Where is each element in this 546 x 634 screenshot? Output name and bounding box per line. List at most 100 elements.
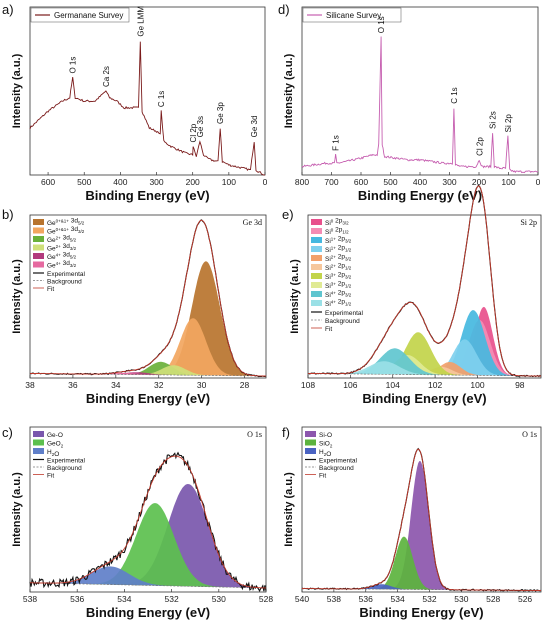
component-peak [308, 339, 541, 376]
x-tick-label: 400 [413, 177, 427, 187]
legend-swatch [311, 246, 322, 252]
panel-label: e) [282, 207, 294, 222]
x-tick-label: 106 [343, 380, 357, 390]
x-tick-label: 538 [23, 594, 37, 604]
x-tick-label: 300 [442, 177, 456, 187]
legend-entry: Si4+ 2p3/2 [325, 290, 352, 300]
x-tick-label: 536 [70, 594, 84, 604]
peak-label: Ge 3p [216, 102, 225, 124]
peak-label: F 1s [332, 135, 341, 151]
panel-title: Si 2p [520, 218, 537, 227]
peak-label: C 1s [157, 91, 166, 107]
x-tick-label: 108 [301, 380, 315, 390]
legend-swatch [33, 261, 44, 268]
legend-entry: Si2+ 2p1/2 [325, 263, 352, 273]
x-tick-label: 0 [263, 177, 268, 187]
plot-frame [29, 6, 266, 176]
plot-frame [301, 426, 542, 593]
background-line [30, 582, 266, 589]
plot-frame [29, 426, 267, 593]
legend-entry: Si3+ 2p1/2 [325, 281, 352, 291]
x-tick-label: 30 [197, 380, 207, 390]
panel-title: Ge 3d [243, 218, 262, 227]
panel-label: f) [282, 425, 290, 440]
fit-line [30, 455, 267, 589]
legend-swatch [305, 431, 316, 437]
legend-swatch [311, 237, 322, 243]
x-tick-label: 98 [515, 380, 525, 390]
panel-a: a) 600 500 400 300 200 100 0 Binding Energy (eV)… [2, 2, 268, 203]
legend-box [30, 7, 130, 23]
x-tick-label: 300 [149, 177, 163, 187]
legend-entry: Germanane Survey [54, 11, 123, 20]
legend-swatch [311, 219, 322, 225]
fit-line [302, 448, 541, 591]
legend-entry: Ge-O [47, 432, 63, 439]
peak-label: Ge LMM [136, 6, 145, 37]
legend-entry: Background [47, 279, 82, 286]
panel-label: b) [2, 207, 14, 222]
panel-e: e) 108 106 104 102 100 98 Binding Energy (eV) In… [282, 184, 542, 406]
legend-swatch [311, 300, 322, 306]
legend-swatch [311, 228, 322, 234]
legend-swatch [305, 439, 316, 446]
panel-title: O 1s [247, 430, 262, 439]
legend-swatch [33, 227, 44, 234]
panel-label: c) [2, 425, 13, 440]
component-peak [308, 310, 541, 376]
legend-swatch [33, 448, 44, 454]
legend-entry: Si-O [319, 432, 332, 439]
x-tick-label: 528 [486, 594, 500, 604]
x-axis-label: Binding Energy (eV) [86, 605, 210, 620]
legend-entry: Si3+ 2p3/2 [325, 272, 352, 282]
panel-title: O 1s [522, 430, 537, 439]
legend-swatch [311, 273, 322, 279]
legend-entry: Si4+ 2p1/2 [325, 299, 352, 309]
legend-entry: H2O [319, 449, 331, 458]
x-axis-label: Binding Energy (eV) [85, 188, 209, 203]
legend-swatch [33, 253, 44, 259]
legend-entry: Fit [319, 473, 326, 480]
legend-swatch [311, 282, 322, 288]
x-tick-label: 200 [186, 177, 200, 187]
x-tick-label: 36 [68, 380, 78, 390]
x-tick-label: 100 [222, 177, 236, 187]
legend-swatch [311, 291, 322, 297]
panel-d: d) 800 700 600 500 400 300 200 100 0 Binding Energ… [278, 2, 541, 203]
legend-entry: Fit [325, 326, 332, 333]
x-tick-label: 100 [501, 177, 515, 187]
x-tick-label: 530 [454, 594, 468, 604]
experimental-line [29, 451, 267, 592]
x-tick-label: 532 [422, 594, 436, 604]
legend-entry: Fit [47, 473, 54, 480]
legend-entry: Ge2+ 3d5/2 [47, 235, 77, 245]
peak-label: Cl 2p [189, 123, 198, 142]
x-tick-label: 100 [470, 380, 484, 390]
y-axis-label: Intensity (a.u.) [283, 53, 295, 128]
y-axis-label: Intensity (a.u.) [283, 472, 295, 547]
x-axis-label: Binding Energy (eV) [359, 605, 483, 620]
legend-entry: Ge4+ 3d5/2 [47, 252, 77, 262]
legend-entry: Ge4+ 3d3/2 [47, 260, 77, 270]
peak-label: O 1s [69, 57, 78, 74]
x-tick-label: 500 [383, 177, 397, 187]
x-axis-label: Binding Energy (eV) [358, 188, 482, 203]
x-tick-label: 536 [359, 594, 373, 604]
panel-f: f) 540 538 536 534 532 530 528 526 Binding Energy… [282, 425, 542, 620]
x-tick-label: 28 [240, 380, 250, 390]
plot-frame [29, 214, 267, 379]
legend-entry: Experimental [325, 310, 363, 317]
peak-label: O 1s [377, 16, 386, 33]
x-tick-label: 530 [212, 594, 226, 604]
legend-entry: Experimental [47, 458, 85, 465]
legend-entry: Experimental [47, 271, 85, 278]
component-peak [308, 361, 541, 376]
x-tick-label: 540 [295, 594, 309, 604]
legend-entry: Ge2+ 3d3/2 [47, 243, 77, 253]
y-axis-label: Intensity (a.u.) [11, 259, 23, 334]
component-peak [308, 332, 541, 376]
x-tick-label: 0 [536, 177, 541, 187]
legend-entry: Ge0+&1+ 3d5/2 [47, 218, 85, 228]
plot-frame [307, 214, 542, 379]
x-tick-label: 600 [354, 177, 368, 187]
